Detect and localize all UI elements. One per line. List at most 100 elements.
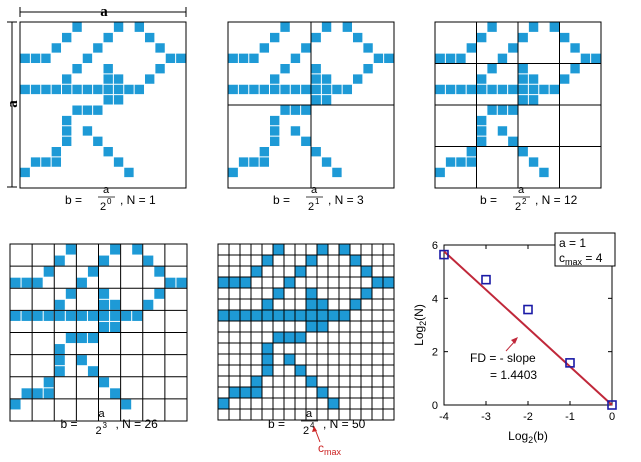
filled-cell <box>445 157 456 167</box>
filled-cell <box>154 288 165 299</box>
caption-numerator: a <box>306 408 313 420</box>
filled-cell <box>295 365 306 376</box>
filled-cell <box>456 84 466 95</box>
side-dimension-label: a <box>5 100 21 108</box>
filled-cell <box>51 157 62 167</box>
filled-cell <box>176 53 186 64</box>
filled-cell <box>466 157 477 167</box>
filled-cell <box>113 74 124 84</box>
filled-cell <box>560 74 570 84</box>
filled-cell <box>332 84 342 95</box>
filled-cell <box>518 74 528 84</box>
filled-cell <box>32 388 43 399</box>
filled-cell <box>21 310 32 321</box>
x-axis-label-log: Log <box>508 429 528 443</box>
filled-cell <box>113 157 124 167</box>
filled-cell <box>99 255 110 266</box>
filled-cell <box>306 321 317 332</box>
filled-cell <box>518 147 528 157</box>
filled-cell <box>518 64 528 74</box>
filled-cell <box>21 388 32 399</box>
filled-cell <box>301 136 311 147</box>
filled-cell <box>87 266 98 277</box>
filled-cell <box>321 74 332 84</box>
panel-caption: b = a 2 1 , N = 3 <box>273 184 364 213</box>
filled-cell <box>477 84 487 95</box>
fd-arrowhead <box>511 337 518 344</box>
filled-cell <box>32 310 43 321</box>
filled-cell <box>43 266 54 277</box>
filled-cell <box>87 366 98 377</box>
filled-cell <box>273 332 284 343</box>
x-axis-label: Log2(b) <box>508 429 548 445</box>
caption-denominator: 2 <box>100 201 106 213</box>
panel-caption: b = a 2 0 , N = 1 <box>65 184 156 213</box>
panel-border <box>227 21 395 189</box>
y-tick-label: 2 <box>432 347 438 359</box>
filled-cell <box>76 355 87 366</box>
filled-cell <box>54 344 65 355</box>
legend-frame <box>554 232 616 267</box>
filled-cell <box>121 310 132 321</box>
filled-cell <box>72 22 82 32</box>
filled-cell <box>20 53 30 64</box>
filled-cell <box>228 84 238 95</box>
filled-cell <box>228 53 238 64</box>
filled-cell <box>43 388 54 399</box>
filled-cell <box>251 387 262 398</box>
filled-cell <box>570 64 580 74</box>
fd-annotation: FD = - slope = 1.4403 <box>470 337 537 382</box>
filled-cell <box>110 310 121 321</box>
filled-cell <box>284 277 295 288</box>
filled-cell <box>518 32 528 43</box>
filled-cell <box>280 105 290 115</box>
filled-cell <box>93 105 103 115</box>
filled-cell <box>240 277 251 288</box>
filled-cell <box>477 115 487 126</box>
filled-cell <box>295 332 306 343</box>
filled-cell <box>218 277 229 288</box>
filled-cell <box>43 377 54 388</box>
filled-cell <box>373 53 384 64</box>
caption-b-label: b = <box>268 417 285 431</box>
filled-cell <box>82 53 93 64</box>
filled-cell <box>76 277 87 288</box>
panel-border <box>217 243 395 421</box>
filled-cell <box>145 74 155 84</box>
filled-cell <box>82 126 93 136</box>
caption-b-label: b = <box>480 193 497 207</box>
dimension-annotation: a a <box>5 4 187 188</box>
filled-cell <box>110 321 121 332</box>
x-tick-label: -4 <box>439 411 449 423</box>
caption-exponent: 4 <box>310 421 315 430</box>
filled-cell <box>477 74 487 84</box>
filled-cell <box>295 310 306 321</box>
caption-n-value: , N = 3 <box>328 193 364 207</box>
filled-cell <box>20 167 30 178</box>
x-tick-label: -1 <box>565 411 575 423</box>
filled-cell <box>113 95 124 105</box>
filled-cell <box>99 321 110 332</box>
x-axis-label-arg: (b) <box>533 429 548 443</box>
filled-cell <box>99 377 110 388</box>
caption-exponent: 3 <box>103 421 108 430</box>
filled-cell <box>284 354 295 365</box>
data-point <box>523 304 533 315</box>
filled-cell <box>487 64 497 74</box>
filled-cell <box>82 105 93 115</box>
filled-cell <box>165 53 176 64</box>
caption-n-value: , N = 50 <box>323 417 366 431</box>
filled-cell <box>32 277 43 288</box>
legend-max-sub: max <box>565 257 583 267</box>
caption-b-label: b = <box>61 417 78 431</box>
cmax-sub: max <box>324 447 342 457</box>
y-tick-label: 0 <box>432 400 438 412</box>
filled-cell <box>311 95 321 105</box>
filled-cell <box>317 321 328 332</box>
filled-cell <box>311 64 321 74</box>
filled-cell <box>466 43 477 53</box>
grid-panel-4: b = a 2 3 , N = 26 <box>9 243 188 437</box>
filled-cell <box>249 53 259 64</box>
filled-cell <box>132 310 143 321</box>
filled-cell <box>301 105 311 115</box>
